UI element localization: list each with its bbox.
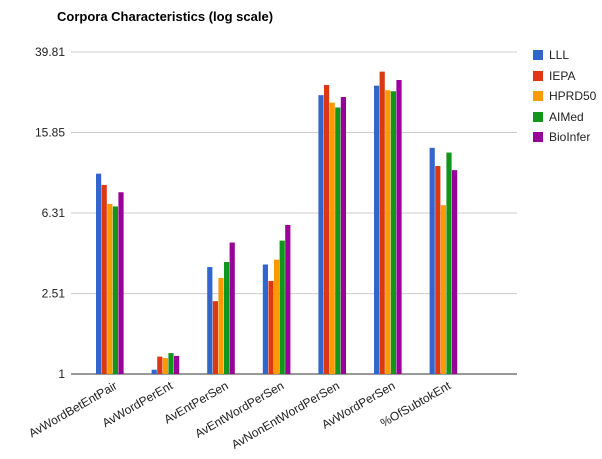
bar-aimed xyxy=(168,353,174,374)
bar-hprd50 xyxy=(162,358,168,374)
legend-swatch xyxy=(533,50,543,61)
legend-item-lll: LLL xyxy=(533,45,596,66)
legend-label: IEPA xyxy=(549,68,576,83)
legend-item-hprd50: HPRD50 xyxy=(533,86,596,107)
bar-hprd50 xyxy=(329,102,335,375)
bar-aimed xyxy=(279,240,285,374)
legend-swatch xyxy=(533,132,543,143)
bar-iepa xyxy=(379,71,385,374)
legend: LLL IEPA HPRD50 AIMed BioInfer xyxy=(533,45,596,148)
legend-label: AIMed xyxy=(549,109,584,124)
bar-lll xyxy=(429,147,435,374)
bar-bioinfer xyxy=(285,225,291,374)
bar-iepa xyxy=(212,301,218,374)
bar-hprd50 xyxy=(440,205,446,374)
y-tick-label: 1 xyxy=(58,367,65,381)
legend-item-iepa: IEPA xyxy=(533,66,596,87)
bar-hprd50 xyxy=(385,90,391,374)
legend-label: LLL xyxy=(549,48,570,63)
legend-item-bioinfer: BioInfer xyxy=(533,127,596,148)
legend-swatch xyxy=(533,91,543,102)
bar-iepa xyxy=(101,184,107,374)
bar-lll xyxy=(374,85,380,374)
bar-bioinfer xyxy=(229,242,235,374)
bar-iepa xyxy=(324,84,330,374)
legend-label: BioInfer xyxy=(549,130,591,145)
bar-hprd50 xyxy=(218,277,224,374)
bar-bioinfer xyxy=(340,96,346,375)
bar-bioinfer xyxy=(452,170,458,374)
x-tick-label: AvWordBetEntPair xyxy=(26,378,119,440)
bar-lll xyxy=(262,264,268,374)
bar-iepa xyxy=(157,356,163,374)
bar-aimed xyxy=(335,107,341,375)
bar-iepa xyxy=(435,166,441,374)
bar-bioinfer xyxy=(174,355,180,374)
bar-lll xyxy=(96,173,102,374)
bar-lll xyxy=(207,267,213,374)
bar-aimed xyxy=(390,91,396,375)
bar-bioinfer xyxy=(118,192,124,374)
bar-lll xyxy=(318,95,324,374)
bar-hprd50 xyxy=(107,203,113,374)
bar-aimed xyxy=(224,262,230,374)
bar-lll xyxy=(151,369,157,374)
legend-swatch xyxy=(533,70,543,81)
bar-iepa xyxy=(268,280,274,374)
y-tick-label: 6.31 xyxy=(42,206,66,220)
chart-title: Corpora Characteristics (log scale) xyxy=(57,9,274,24)
legend-item-aimed: AIMed xyxy=(533,107,596,128)
bar-aimed xyxy=(446,152,452,374)
bar-hprd50 xyxy=(274,259,280,374)
y-tick-label: 39.81 xyxy=(35,45,65,59)
y-tick-label: 2.51 xyxy=(42,287,66,301)
legend-label: HPRD50 xyxy=(549,89,597,104)
bar-aimed xyxy=(112,206,118,374)
legend-swatch xyxy=(533,111,543,122)
y-tick-label: 15.85 xyxy=(35,125,65,139)
bar-bioinfer xyxy=(396,79,402,375)
